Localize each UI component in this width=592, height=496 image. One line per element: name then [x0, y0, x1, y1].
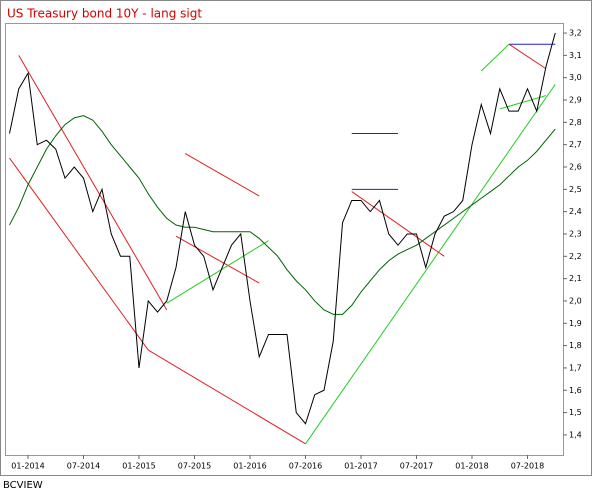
y-tick-label: 2,1 — [569, 274, 582, 283]
y-tick-label: 2,9 — [569, 96, 582, 105]
plot-frame — [5, 23, 564, 456]
series-line — [9, 115, 556, 315]
y-tick-label: 2,8 — [569, 118, 582, 127]
x-tick-label: 07-2018 — [511, 462, 544, 471]
trendline — [480, 43, 510, 72]
x-tick-label: 07-2015 — [178, 462, 211, 471]
chart-title: US Treasury bond 10Y - lang sigt — [7, 7, 202, 21]
x-tick-label: 01-2015 — [122, 462, 155, 471]
y-tick-label: 1,5 — [569, 408, 582, 417]
y-tick-label: 1,9 — [569, 319, 582, 328]
trendline — [147, 349, 306, 445]
x-tick-label: 07-2017 — [400, 462, 433, 471]
trendline — [185, 153, 260, 197]
x-tick-label: 07-2016 — [289, 462, 322, 471]
x-tick-label: 01-2014 — [11, 462, 44, 471]
trendline — [305, 84, 556, 445]
y-tick-label: 3,2 — [569, 29, 582, 38]
trendline — [9, 157, 149, 351]
y-tick-label: 2,4 — [569, 207, 582, 216]
y-tick-label: 1,4 — [569, 430, 582, 439]
trendline — [351, 191, 445, 257]
series-line — [9, 32, 556, 425]
y-tick-label: 2,7 — [569, 140, 582, 149]
y-tick-label: 3,0 — [569, 73, 582, 82]
y-tick-label: 2,6 — [569, 163, 582, 172]
x-tick-label: 01-2016 — [233, 462, 266, 471]
trendline — [175, 235, 260, 284]
x-tick-label: 01-2017 — [344, 462, 377, 471]
trendline — [166, 240, 269, 304]
y-tick-label: 1,6 — [569, 386, 582, 395]
y-tick-label: 2,3 — [569, 229, 582, 238]
y-tick-label: 1,8 — [569, 341, 582, 350]
y-tick-label: 3,1 — [569, 51, 582, 60]
x-tick-label: 07-2014 — [67, 462, 100, 471]
y-tick-label: 1,7 — [569, 363, 582, 372]
footer: BCVIEW — [3, 480, 43, 491]
y-tick-label: 2,0 — [569, 296, 582, 305]
y-tick-label: 2,2 — [569, 252, 582, 261]
y-tick-label: 2,5 — [569, 185, 582, 194]
outer-frame — [0, 0, 592, 476]
x-tick-label: 01-2018 — [455, 462, 488, 471]
trendline — [18, 55, 168, 311]
trendline — [508, 43, 547, 70]
